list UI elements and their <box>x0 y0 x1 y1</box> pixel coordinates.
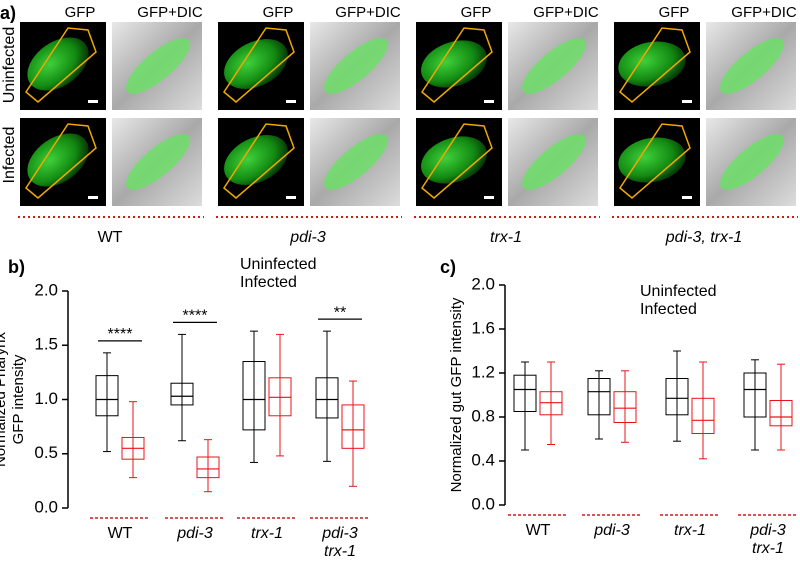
x-tick-label: trx-1 <box>674 522 706 539</box>
legend-entry: Infected <box>240 274 297 291</box>
dic-signal <box>720 38 784 94</box>
gfp-signal <box>224 135 288 185</box>
y-tick-label: 0.4 <box>471 450 495 469</box>
scale-bar <box>682 100 692 103</box>
outline <box>619 123 691 199</box>
box <box>170 382 194 406</box>
dic-signal <box>324 38 388 94</box>
row-label: Uninfected <box>1 27 18 104</box>
box <box>613 391 637 424</box>
outline <box>25 27 97 103</box>
outline <box>223 27 295 103</box>
gfp-signal <box>27 37 89 91</box>
scale-bar <box>88 100 98 103</box>
dic-signal <box>126 38 190 94</box>
gfp-signal <box>421 40 487 88</box>
gfp-signal <box>224 39 288 89</box>
outline <box>25 123 97 199</box>
y-tick-label: 1.5 <box>34 335 58 354</box>
significance-label: **** <box>183 308 208 325</box>
y-axis-label: Normalized Pharynx <box>0 331 9 467</box>
x-tick-label: trx-1 <box>324 543 356 560</box>
column-label: GFP <box>659 4 690 21</box>
column-label: GFP+DIC <box>137 4 203 21</box>
outline <box>223 123 295 199</box>
strain-label: pdi-3 <box>289 229 326 246</box>
significance-label: **** <box>108 326 133 343</box>
outline <box>421 27 493 103</box>
panel-label: c) <box>440 257 456 277</box>
column-label: GFP <box>65 4 96 21</box>
box <box>242 361 266 431</box>
box <box>315 377 339 419</box>
outline <box>421 123 493 199</box>
box <box>587 378 611 416</box>
outline <box>619 27 691 103</box>
x-tick-label: pdi-3 <box>749 522 786 539</box>
box <box>665 378 689 416</box>
scale-bar <box>484 100 494 103</box>
box <box>743 372 767 418</box>
panel-label: b) <box>8 257 25 277</box>
gfp-signal <box>618 41 686 87</box>
y-tick-label: 0.8 <box>471 406 495 425</box>
column-label: GFP+DIC <box>335 4 401 21</box>
legend-entry: Uninfected <box>640 283 717 300</box>
y-tick-label: 2.0 <box>471 274 495 293</box>
box <box>196 456 220 479</box>
column-label: GFP <box>263 4 294 21</box>
box <box>513 374 537 413</box>
gfp-signal <box>618 137 686 183</box>
dic-signal <box>522 134 586 190</box>
strain-label: pdi-3, trx-1 <box>665 229 742 246</box>
box <box>769 400 793 427</box>
legend-entry: Infected <box>640 301 697 318</box>
gfp-signal <box>421 136 487 184</box>
y-axis-label: Normalized gut GFP intensity <box>448 297 465 492</box>
y-tick-label: 1.6 <box>471 318 495 337</box>
x-tick-label: pdi-3 <box>321 525 358 542</box>
y-tick-label: 1.2 <box>471 362 495 381</box>
strain-label: trx-1 <box>490 229 522 246</box>
column-label: GFP+DIC <box>533 4 599 21</box>
dic-signal <box>720 134 784 190</box>
y-tick-label: 2.0 <box>34 280 58 299</box>
y-tick-label: 0.0 <box>471 494 495 513</box>
x-tick-label: WT <box>526 522 551 539</box>
dic-signal <box>522 38 586 94</box>
significance-label: ** <box>334 304 346 321</box>
scale-bar <box>286 100 296 103</box>
x-tick-label: WT <box>108 525 133 542</box>
gfp-signal <box>27 133 89 187</box>
x-tick-label: trx-1 <box>251 525 283 542</box>
legend-entry: Uninfected <box>240 256 317 273</box>
box <box>95 375 119 417</box>
y-axis-label: GFP intensity <box>10 354 27 444</box>
x-tick-label: pdi-3 <box>593 522 630 539</box>
strain-label: WT <box>98 229 123 246</box>
dic-signal <box>126 134 190 190</box>
scale-bar <box>88 196 98 199</box>
x-tick-label: pdi-3 <box>176 525 213 542</box>
y-tick-label: 0.0 <box>34 497 58 516</box>
row-label: Infected <box>1 127 18 184</box>
scale-bar <box>484 196 494 199</box>
box <box>341 404 365 449</box>
column-label: GFP+DIC <box>731 4 797 21</box>
x-tick-label: trx-1 <box>752 540 784 557</box>
dic-signal <box>324 134 388 190</box>
box <box>691 397 715 434</box>
y-tick-label: 0.5 <box>34 443 58 462</box>
scale-bar <box>286 196 296 199</box>
column-label: GFP <box>461 4 492 21</box>
scale-bar <box>682 196 692 199</box>
panel-label: a) <box>0 3 16 23</box>
y-tick-label: 1.0 <box>34 389 58 408</box>
